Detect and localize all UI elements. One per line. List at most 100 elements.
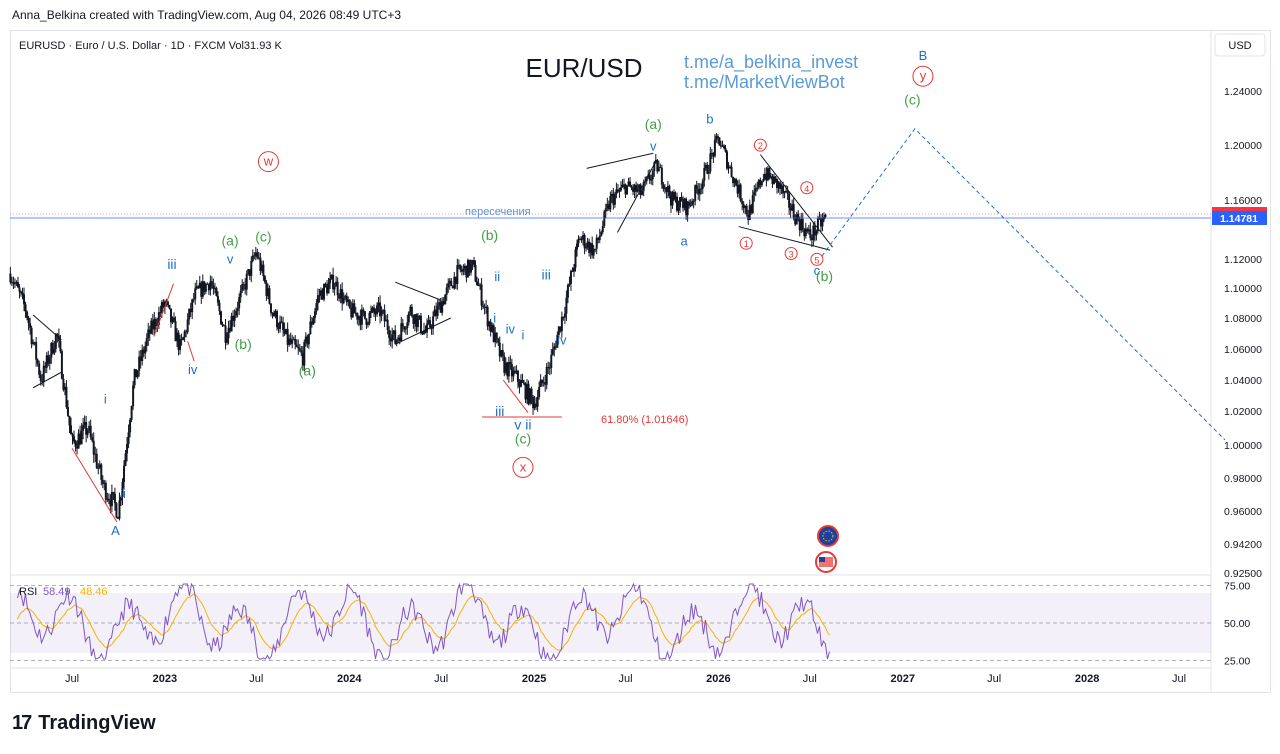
candle [50, 342, 53, 364]
wave-label[interactable]: v ii [514, 417, 531, 433]
wave-label[interactable]: (b) [235, 336, 252, 352]
wave-label[interactable]: (c) [255, 228, 271, 244]
candle-body [794, 217, 797, 225]
wave-label[interactable]: iii [167, 256, 176, 272]
candle-body [216, 296, 219, 303]
candle [612, 188, 615, 210]
candle [477, 278, 480, 287]
tradingview-logo[interactable]: 17 TradingView [12, 712, 156, 735]
candle-body [479, 284, 482, 286]
eu-flag-icon[interactable] [817, 525, 839, 547]
wave-label[interactable]: 1 [739, 236, 753, 250]
chart-frame[interactable] [10, 30, 1271, 693]
candle [738, 179, 741, 199]
candle [265, 279, 268, 301]
candle-body [538, 386, 541, 397]
candle [41, 373, 44, 386]
wave-label[interactable]: v [227, 251, 234, 266]
wave-label[interactable]: (b) [816, 268, 833, 284]
candle [688, 199, 691, 209]
wave-label[interactable]: iv [506, 322, 516, 337]
candle-body [130, 406, 133, 420]
wave-label[interactable]: iii [495, 403, 504, 419]
candle-body [35, 342, 38, 360]
wave-label[interactable]: v [650, 139, 657, 154]
candle [182, 336, 185, 341]
candle-body [824, 214, 827, 217]
candle [194, 282, 197, 305]
wave-label[interactable]: i [493, 311, 496, 326]
candle-body [700, 188, 703, 190]
candle-body [701, 180, 704, 189]
wave-label[interactable]: i [104, 391, 107, 406]
wave-label[interactable]: iv [557, 332, 567, 347]
price-tick-label: 1.16000 [1224, 195, 1262, 207]
wave-label[interactable]: (a) [222, 233, 239, 249]
wave-label[interactable]: i [522, 328, 525, 343]
candle-body [176, 332, 179, 342]
wave-label[interactable]: y [912, 65, 934, 87]
candle-body [185, 331, 188, 333]
wave-label[interactable]: A [111, 523, 120, 538]
telegram-link-2[interactable]: t.me/MarketViewBot [684, 72, 845, 92]
event-icons[interactable] [815, 525, 839, 573]
candle-body [500, 350, 503, 357]
candle-body [433, 309, 436, 317]
candle-body [276, 311, 279, 328]
candle-body [530, 388, 533, 397]
candle-body [69, 425, 72, 435]
chart-credit: Anna_Belkina created with TradingView.co… [12, 8, 402, 22]
candle-body [730, 166, 733, 177]
telegram-link-1[interactable]: t.me/a_belkina_invest [684, 52, 858, 73]
currency-button[interactable]: USD [1214, 33, 1266, 57]
wave-label[interactable]: b [706, 111, 713, 126]
candle-body [797, 213, 800, 220]
candle-body [438, 302, 441, 306]
candle-body [19, 291, 22, 293]
candle-body [385, 319, 388, 322]
wave-label[interactable]: ii [120, 486, 126, 501]
candle-body [419, 315, 422, 333]
price-tick-label: 1.12000 [1224, 254, 1262, 266]
wave-label[interactable]: (a) [299, 362, 316, 378]
candle [627, 177, 630, 187]
candle-body [594, 248, 597, 250]
wave-label[interactable]: 5 [810, 252, 824, 266]
candle [97, 463, 100, 475]
candle [498, 336, 501, 362]
candle-body [566, 284, 569, 298]
wave-label[interactable]: w [257, 151, 279, 173]
currency-label: USD [1228, 40, 1251, 52]
candle [506, 361, 509, 380]
wave-label[interactable]: (c) [904, 92, 920, 108]
price-tag[interactable]: 1.14781 [1212, 210, 1267, 225]
wave-label[interactable]: c [814, 263, 821, 278]
wave-label[interactable]: B [919, 48, 928, 63]
candle [132, 380, 135, 410]
wave-label[interactable]: 3 [784, 247, 798, 261]
candle [92, 432, 95, 463]
candle [10, 276, 13, 287]
candle [389, 330, 392, 347]
candle-body [88, 425, 91, 431]
price-tick-label: 1.06000 [1224, 344, 1262, 356]
wave-label[interactable]: (a) [645, 116, 662, 132]
candle-body [439, 302, 442, 313]
wave-label[interactable]: iv [188, 362, 198, 377]
candle-body [347, 299, 350, 303]
wave-label[interactable]: ii [494, 269, 500, 284]
wave-label-text: (c) [904, 92, 920, 108]
wave-label[interactable]: iii [542, 266, 551, 282]
time-tick-label: 2026 [706, 673, 730, 685]
rsi-legend[interactable]: RSI 58.49 48.46 [19, 586, 108, 598]
wave-label[interactable]: 2 [753, 138, 767, 152]
candle-body [319, 290, 322, 296]
wave-label[interactable]: a [680, 234, 688, 249]
wave-label[interactable]: 4 [800, 181, 814, 195]
wave-label[interactable]: (b) [481, 227, 498, 243]
symbol-legend[interactable]: EURUSD · Euro / U.S. Dollar · 1D · FXCM … [19, 40, 283, 52]
candle-body [789, 207, 792, 211]
wave-label[interactable]: (c) [515, 430, 531, 446]
wave-label[interactable]: x [512, 456, 534, 478]
